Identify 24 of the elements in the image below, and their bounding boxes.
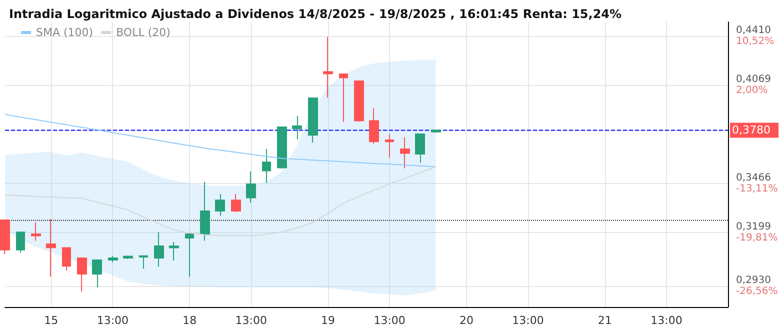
legend-label: SMA (100)	[36, 26, 94, 39]
y-tick-label: 0,4069	[736, 74, 771, 86]
text: -19,81%	[736, 232, 778, 244]
text: -13,11%	[736, 183, 778, 194]
x-tick-label: 21	[598, 314, 612, 327]
x-tick-label: 13:00	[512, 314, 544, 327]
x-tick-label: 15	[44, 314, 58, 327]
y-tick-label: 0,2930	[736, 274, 771, 286]
x-tick-label: 13:00	[96, 314, 129, 327]
text: 2,00%	[736, 85, 768, 96]
x-tick-label: 13:00	[650, 314, 682, 327]
x-tick-label: 20	[459, 314, 474, 327]
chart-title: Intradia Logaritmico Ajustado a Dividenos 14/8/2025 - 19/8/2025 , 16:01:45 Renta: 15,24%	[9, 7, 622, 21]
y-tick-label: 0,3199	[736, 221, 771, 232]
ref-line-label: 0,3780	[732, 124, 770, 137]
legend-label: BOLL (20)	[116, 26, 170, 39]
text: -26,56%	[736, 286, 778, 297]
x-tick-label: 18	[182, 314, 197, 327]
y-tick-label: 0,3466	[736, 172, 771, 184]
x-tick-label: 19	[321, 314, 336, 327]
y-tick-label: 0,4410	[736, 24, 771, 36]
x-tick-label: 13:00	[235, 314, 267, 327]
x-tick-label: 13:00	[374, 314, 406, 327]
text: 10,52%	[736, 36, 774, 47]
